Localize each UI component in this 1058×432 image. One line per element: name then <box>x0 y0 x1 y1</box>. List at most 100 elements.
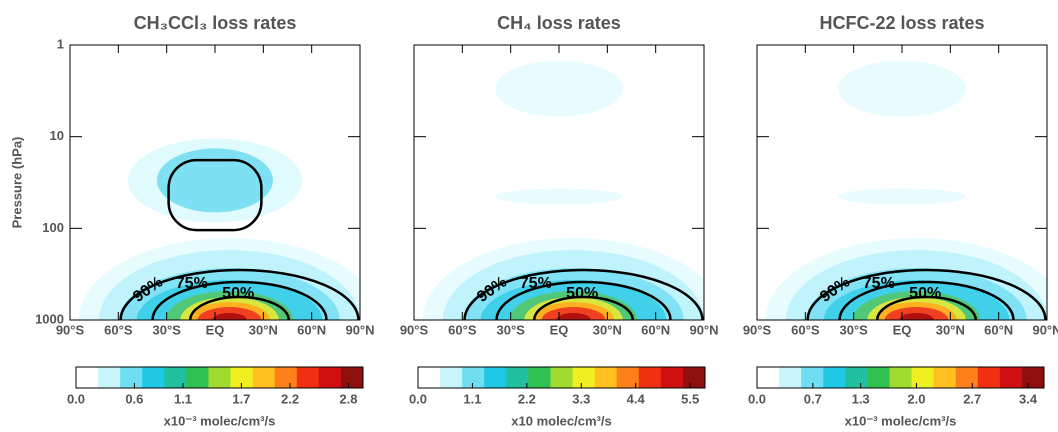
colorbar-tick-label: 0.0 <box>748 391 766 406</box>
colorbar-segment <box>462 367 485 388</box>
colorbar-segment <box>999 367 1023 388</box>
colorbar-tick-label: 2.7 <box>963 391 981 406</box>
x-tick-label: 90°N <box>689 322 718 337</box>
contour-label: 50% <box>566 285 598 302</box>
contour-band <box>212 313 247 320</box>
colorbar-segment <box>889 367 913 388</box>
colorbar-segment <box>911 367 935 388</box>
colorbar-tick-label: 1.1 <box>174 391 192 406</box>
colorbar-segment <box>977 367 1001 388</box>
contour-band <box>556 313 591 320</box>
colorbar-segment <box>845 367 868 388</box>
colorbar-segment <box>142 367 165 388</box>
colorbar-segment <box>186 367 209 388</box>
colorbar-tick-label: 1.1 <box>463 391 481 406</box>
contour-line <box>806 268 1047 320</box>
colorbar-tick-label: 2.0 <box>907 391 925 406</box>
x-tick-label: 30°S <box>839 322 868 337</box>
colorbar-segment <box>296 367 320 388</box>
colorbar-segment <box>933 367 957 388</box>
colorbar-label: x10 molec/cm³/s <box>511 413 611 428</box>
x-tick-label: 60°N <box>984 322 1013 337</box>
contour-label: 75% <box>863 275 895 292</box>
x-tick-label: 30°N <box>593 322 622 337</box>
x-tick-label: 30°N <box>249 322 278 337</box>
colorbar-tick-label: 0.7 <box>804 391 822 406</box>
colorbar-tick-label: 0.0 <box>67 391 85 406</box>
colorbar-segment <box>867 367 890 388</box>
colorbar-segment <box>955 367 979 388</box>
colorbar-segment <box>98 367 121 388</box>
contour-field <box>78 138 360 320</box>
colorbar-segment <box>616 367 640 388</box>
contour-line <box>188 295 291 320</box>
contour-band <box>838 60 966 117</box>
contour-line <box>875 295 978 320</box>
y-tick-label: 10 <box>50 128 64 143</box>
contour-band <box>157 148 273 213</box>
colorbar-segment <box>340 367 364 388</box>
colorbar-segment <box>418 367 441 388</box>
colorbar-segment <box>682 367 706 388</box>
y-tick-label: 1 <box>57 36 64 51</box>
colorbar-tick-label: 0.0 <box>409 391 427 406</box>
contour-line <box>151 280 328 320</box>
contour-line <box>167 158 263 232</box>
x-tick-label: 60°N <box>641 322 670 337</box>
contour-line <box>532 295 635 320</box>
colorbar-segment <box>440 367 463 388</box>
x-tick-label: EQ <box>893 322 912 337</box>
contour-label: 50% <box>222 285 254 302</box>
colorbar-segment <box>506 367 529 388</box>
colorbar-tick-label: 2.2 <box>281 391 299 406</box>
colorbar-segment <box>550 367 574 388</box>
panel-title: HCFC-22 loss rates <box>819 13 984 33</box>
colorbar-segment <box>274 367 298 388</box>
colorbar-tick-label: 2.8 <box>339 391 357 406</box>
contour-line <box>838 280 1015 320</box>
x-tick-label: 90°S <box>56 322 85 337</box>
x-tick-label: 90°S <box>743 322 772 337</box>
panel-title: CH₃CCl₃ loss rates <box>134 13 297 33</box>
colorbar-label: x10⁻³ molec/cm³/s <box>164 413 276 428</box>
colorbar-segment <box>528 367 551 388</box>
x-tick-label: 60°S <box>448 322 477 337</box>
colorbar-segment <box>779 367 802 388</box>
colorbar-segment <box>76 367 99 388</box>
colorbar-tick-label: 4.4 <box>627 391 646 406</box>
contour-band <box>838 188 966 205</box>
x-tick-label: 60°S <box>104 322 133 337</box>
colorbar-segment <box>484 367 507 388</box>
contour-label: 50% <box>909 285 941 302</box>
x-tick-label: 90°N <box>345 322 374 337</box>
colorbar-segment <box>801 367 824 388</box>
colorbar-frame <box>75 366 364 389</box>
colorbar-tick-label: 2.2 <box>518 391 536 406</box>
x-tick-label: 30°S <box>496 322 525 337</box>
colorbar-segment <box>1021 367 1045 388</box>
colorbar-label: x10⁻³ molec/cm³/s <box>845 413 957 428</box>
contour-line <box>495 280 672 320</box>
contour-label: 75% <box>520 275 552 292</box>
x-tick-label: 60°S <box>791 322 820 337</box>
colorbar-tick-label: 1.3 <box>852 391 870 406</box>
colorbar-frame <box>756 366 1045 389</box>
y-tick-label: 100 <box>42 220 64 235</box>
contour-field <box>765 60 1047 320</box>
y-tick-label: 1000 <box>35 311 64 326</box>
colorbar-segment <box>638 367 662 388</box>
colorbar-segment <box>318 367 342 388</box>
contour-field <box>422 60 704 320</box>
x-tick-label: 90°N <box>1032 322 1058 337</box>
x-tick-label: EQ <box>550 322 569 337</box>
x-tick-label: 90°S <box>400 322 429 337</box>
colorbar-tick-label: 3.4 <box>1019 391 1038 406</box>
colorbar-segment <box>164 367 187 388</box>
colorbar-segment <box>757 367 780 388</box>
x-tick-label: 60°N <box>297 322 326 337</box>
colorbar-segment <box>252 367 276 388</box>
contour-band <box>495 60 623 117</box>
contour-line <box>463 268 704 320</box>
x-tick-label: EQ <box>206 322 225 337</box>
